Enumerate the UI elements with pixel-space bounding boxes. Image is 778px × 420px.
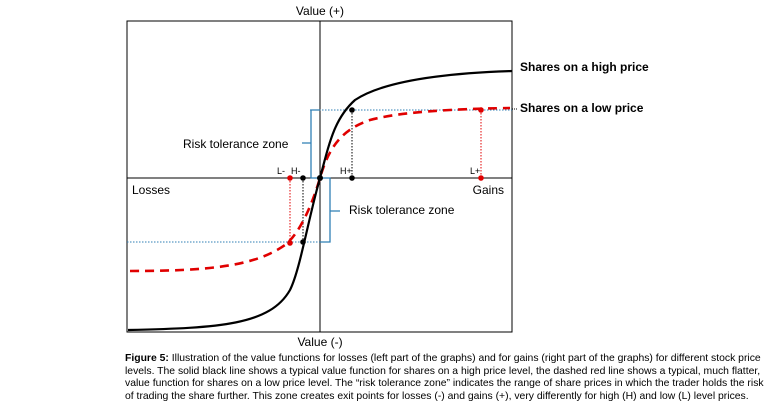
marker-l-plus-axis [478,175,484,181]
x-axis-left-label: Losses [132,183,170,197]
legend-low-price: Shares on a low price [520,101,644,115]
risk-zone-label-upper: Risk tolerance zone [183,137,289,151]
marker-l-minus-curve [287,240,293,246]
zone-bracket-upper [302,109,320,179]
marker-l-plus-curve [478,107,484,113]
y-axis-top-label: Value (+) [296,4,344,18]
legend-high-price: Shares on a high price [520,60,649,74]
x-axis-right-label: Gains [473,183,504,197]
figure-caption: Figure 5: Illustration of the value func… [125,353,765,403]
marker-origin [317,175,323,181]
value-function-figure: Value (+) Value (-) Losses Gains Shares … [126,4,649,349]
point-label-l-minus: L- [277,166,285,176]
marker-h-plus-curve [349,107,355,113]
point-label-l-plus: L+ [470,166,480,176]
low-price-curve [129,106,511,273]
point-label-h-minus: H- [291,166,301,176]
marker-l-minus-axis [287,175,293,181]
marker-h-minus-axis [300,175,306,181]
point-label-h-plus: H+ [340,166,352,176]
risk-zone-label-lower: Risk tolerance zone [349,203,455,217]
marker-h-minus-curve [300,239,306,245]
marker-h-plus-axis [349,175,355,181]
caption-text: Illustration of the value functions for … [125,353,764,402]
y-axis-bottom-label: Value (-) [297,335,342,349]
caption-label: Figure 5: [125,353,169,364]
zone-bracket-lower [320,177,340,243]
